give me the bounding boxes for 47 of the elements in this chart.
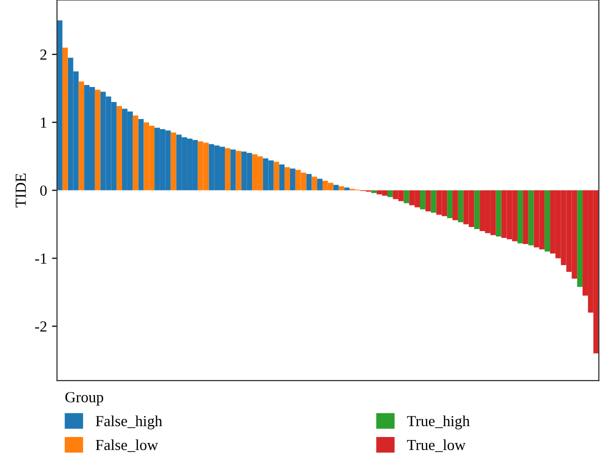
bar (344, 188, 350, 190)
legend-label: False_low (96, 439, 158, 452)
bar (333, 184, 339, 190)
bar (544, 190, 550, 252)
bar (274, 162, 280, 190)
bar (430, 190, 436, 213)
bar (94, 90, 100, 190)
y-tick-label: 2 (40, 50, 46, 60)
y-axis-title: TIDE (16, 174, 26, 208)
bar (577, 190, 583, 287)
bar (496, 190, 502, 237)
legend-label: True_high (407, 415, 470, 430)
bar (338, 186, 344, 190)
bar (425, 190, 431, 212)
y-tick-label: 0 (40, 185, 47, 196)
bar (474, 190, 480, 230)
legend-label: False_high (96, 415, 162, 430)
bar (236, 150, 242, 190)
bar (62, 48, 68, 190)
bar (371, 190, 377, 194)
bar (518, 190, 523, 244)
bar (290, 168, 296, 190)
bar (317, 178, 322, 190)
y-tick-label: -1 (35, 253, 46, 264)
legend-label: True_low (407, 439, 466, 452)
bar (522, 190, 528, 244)
bar (279, 164, 285, 190)
bar (306, 174, 312, 190)
bar (57, 20, 62, 190)
bar (312, 176, 318, 190)
y-tick-label: -2 (35, 321, 46, 332)
bar (170, 132, 176, 190)
bar (224, 148, 230, 190)
bar (528, 190, 534, 246)
bar (284, 167, 290, 190)
bar (132, 116, 138, 190)
bar (388, 190, 393, 198)
bar (116, 106, 122, 190)
bar (420, 190, 426, 210)
bar (138, 118, 144, 190)
bar (452, 190, 458, 220)
bar (230, 150, 236, 190)
bar (78, 82, 84, 190)
legend-title: Group (65, 392, 104, 406)
bar (447, 190, 453, 218)
bar (458, 190, 464, 222)
y-tick-label: 1 (40, 118, 46, 128)
